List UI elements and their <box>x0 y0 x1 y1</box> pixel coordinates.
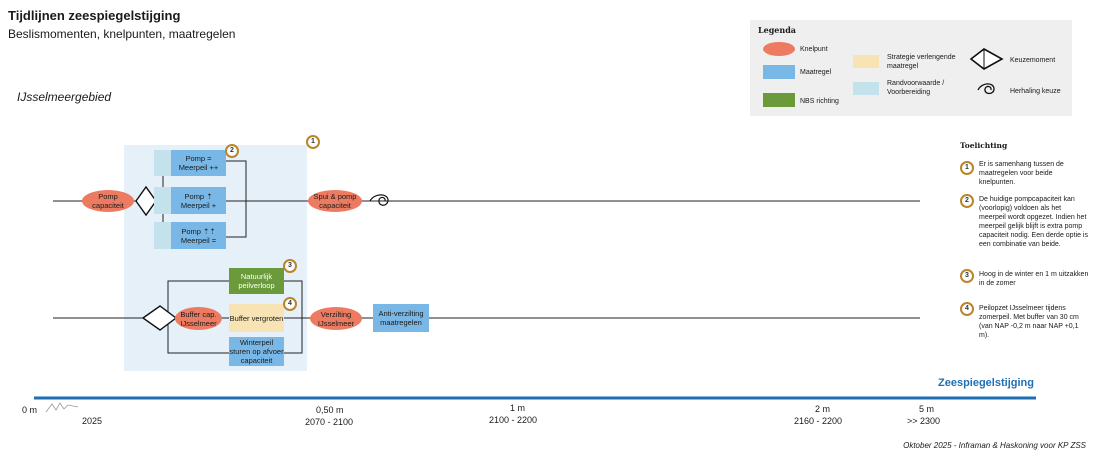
toelichting-marker-2: 2 <box>960 194 974 208</box>
randvoorwaarde-block-3 <box>154 222 172 249</box>
maatregel-pomp-up: Pomp ⇡ Meerpeil + <box>171 187 226 214</box>
legend-randvoorwaarde-label: Randvoorwaarde / Voorbereiding <box>887 80 945 96</box>
knelpunt-spui-pomp: Spui & pomp capaciteit <box>308 190 362 212</box>
legend-knelpunt-swatch <box>763 42 795 56</box>
credit-line: Oktober 2025 - Inframan & Haskoning voor… <box>903 441 1086 450</box>
legend: Legenda Knelpunt Maatregel NBS richting … <box>750 20 1072 116</box>
herhaling-swirl <box>369 194 389 206</box>
page-subtitle: Beslismomenten, knelpunten, maatregelen <box>8 27 236 41</box>
timeline-label: Zeespiegelstijging <box>938 377 1034 389</box>
region-label: IJsselmeergebied <box>17 90 112 104</box>
toelichting-text-2: De huidige pompcapaciteit kan (voorlopig… <box>979 196 1088 248</box>
knelpunt-verzilting: Verzilting IJsselmeer <box>310 307 362 330</box>
tick-label-0-bottom: 2025 <box>82 416 103 426</box>
marker-1: 1 <box>306 135 320 149</box>
tick-label-2-top: 1 m <box>510 403 526 413</box>
tick-label-1-bottom: 2070 - 2100 <box>305 417 354 427</box>
timeline-squiggle <box>45 402 79 413</box>
legend-maatregel-swatch <box>763 65 795 79</box>
toelichting-marker-4: 4 <box>960 302 974 316</box>
maatregel-pomp-gelijk: Pomp = Meerpeil ++ <box>171 150 226 176</box>
tick-label-3-bottom: 2160 - 2200 <box>794 416 843 426</box>
keuzemoment-icon <box>969 48 1004 70</box>
legend-herhaling-label: Herhaling keuze <box>1010 88 1061 95</box>
tick-label-4-top: 5 m <box>919 404 935 414</box>
tick-label-4-bottom: >> 2300 <box>907 416 941 426</box>
legend-nbs-label: NBS richting <box>800 98 839 105</box>
knelpunt-buffer-cap: Buffer cap. IJsselmeer <box>175 307 222 330</box>
maatregel-anti-verzilting: Anti-verzilting maatregelen <box>373 304 429 332</box>
maatregel-pomp-upup: Pomp ⇡⇡ Meerpeil = <box>171 222 226 249</box>
marker-2: 2 <box>225 144 239 158</box>
legend-keuzemoment-label: Keuzemoment <box>1010 57 1056 64</box>
nbs-natuurlijk-peilverloop: Natuurlijk peilverloop <box>229 268 284 294</box>
strategie-buffer-vergroten: Buffer vergroten <box>229 304 284 332</box>
tick-label-2-bottom: 2100 - 2200 <box>489 415 538 425</box>
randvoorwaarde-block-1 <box>154 150 172 176</box>
marker-4: 4 <box>283 297 297 311</box>
legend-strategie-label: Strategie verlengende maatregel <box>887 54 956 70</box>
tick-label-0-top: 0 m <box>22 405 38 415</box>
toelichting-text-3: Hoog in de winter en 1 m uitzakken in de… <box>979 271 1089 287</box>
herhaling-icon <box>977 83 995 95</box>
toelichting-text-1: Er is samenhang tussen de maatregelen vo… <box>979 161 1064 186</box>
marker-3: 3 <box>283 259 297 273</box>
legend-nbs-swatch <box>763 93 795 107</box>
legend-maatregel-label: Maatregel <box>800 69 832 76</box>
legend-randvoorwaarde-swatch <box>853 82 879 95</box>
page-title: Tijdlijnen zeespiegelstijging <box>8 8 181 23</box>
legend-title: Legenda <box>758 25 796 35</box>
tick-label-1-top: 0,50 m <box>316 405 344 415</box>
tick-label-3-top: 2 m <box>815 404 831 414</box>
toelichting-text-4: Peilopzet IJsselmeer tijdens zomerpeil. … <box>979 305 1079 339</box>
knelpunt-pomp-capaciteit: Pomp capaciteit <box>82 190 134 212</box>
toelichting-heading: Toelichting <box>960 141 1008 150</box>
legend-strategie-swatch <box>853 55 879 68</box>
toelichting-marker-1: 1 <box>960 161 974 175</box>
toelichting-marker-3: 3 <box>960 269 974 283</box>
maatregel-winterpeil: Winterpeil sturen op afvoer capaciteit <box>229 337 284 366</box>
legend-knelpunt-label: Knelpunt <box>800 46 828 53</box>
randvoorwaarde-block-2 <box>154 187 172 214</box>
